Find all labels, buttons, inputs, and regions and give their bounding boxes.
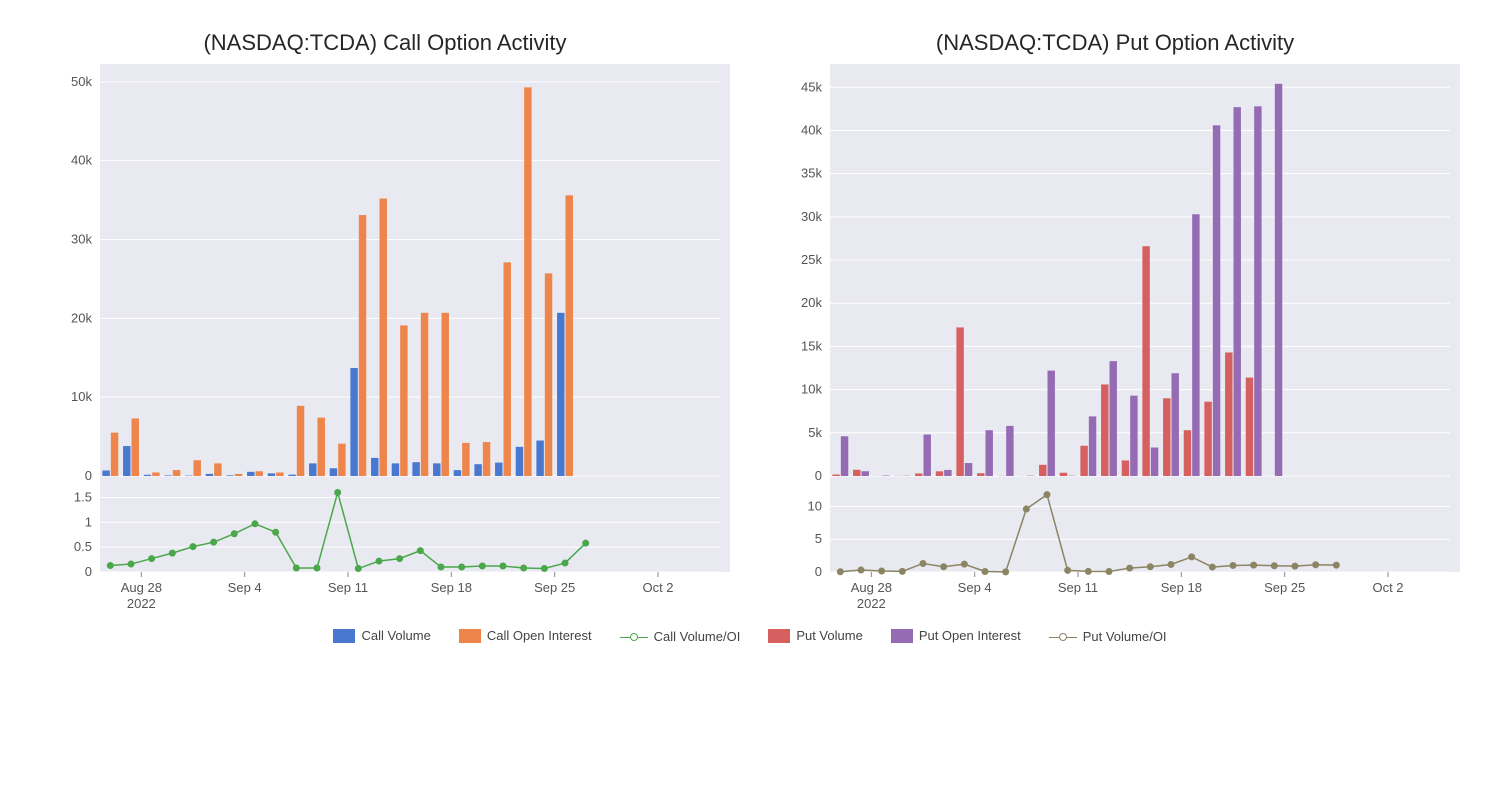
svg-text:0: 0 (815, 564, 822, 579)
legend-swatch (1049, 631, 1077, 643)
svg-text:15k: 15k (801, 338, 822, 353)
legend-item: Put Volume/OI (1049, 629, 1167, 644)
svg-text:Aug 28: Aug 28 (851, 580, 892, 595)
legend-item: Put Open Interest (891, 628, 1021, 643)
svg-text:30k: 30k (801, 209, 822, 224)
right-ratio-panel: 0 5 10 Aug 28 Sep 4 Sep 11 Sep 18 Sep 25 Oct 2 20… (770, 484, 1460, 614)
svg-text:30k: 30k (71, 231, 92, 246)
legend-swatch (620, 631, 648, 643)
svg-text:Oct 2: Oct 2 (1372, 580, 1403, 595)
svg-text:10: 10 (808, 498, 822, 513)
legend: Call Volume Call Open Interest Call Volume… (40, 614, 1460, 646)
svg-text:40k: 40k (801, 122, 822, 137)
legend-label: Put Volume (796, 628, 863, 643)
svg-text:1: 1 (85, 514, 92, 529)
svg-text:Sep 18: Sep 18 (431, 580, 472, 595)
legend-item: Call Volume/OI (620, 629, 741, 644)
legend-label: Call Volume/OI (654, 629, 741, 644)
svg-text:10k: 10k (801, 382, 822, 397)
svg-text:0.5: 0.5 (74, 539, 92, 554)
svg-text:2022: 2022 (127, 596, 156, 611)
legend-item: Call Open Interest (459, 628, 592, 643)
svg-text:Sep 25: Sep 25 (534, 580, 575, 595)
svg-text:Aug 28: Aug 28 (121, 580, 162, 595)
svg-text:5: 5 (815, 531, 822, 546)
right-title: (NASDAQ:TCDA) Put Option Activity (770, 30, 1460, 56)
svg-text:25k: 25k (801, 252, 822, 267)
svg-text:Sep 11: Sep 11 (1058, 580, 1098, 595)
legend-item: Call Volume (333, 628, 430, 643)
svg-text:40k: 40k (71, 153, 92, 168)
svg-text:45k: 45k (801, 79, 822, 94)
legend-swatch (891, 629, 913, 643)
legend-swatch (768, 629, 790, 643)
legend-label: Put Open Interest (919, 628, 1021, 643)
svg-text:Sep 4: Sep 4 (958, 580, 992, 595)
left-ratio-panel: 0 0.5 1 1.5 Aug 28 Sep 4 Sep 11 Sep 18 Sep 25 Oct… (40, 484, 730, 614)
svg-text:5k: 5k (808, 425, 822, 440)
legend-label: Call Volume (361, 628, 430, 643)
svg-text:0: 0 (815, 468, 822, 483)
svg-text:20k: 20k (801, 295, 822, 310)
legend-label: Put Volume/OI (1083, 629, 1167, 644)
svg-text:1.5: 1.5 (74, 489, 92, 504)
legend-swatch (333, 629, 355, 643)
svg-text:Sep 4: Sep 4 (228, 580, 262, 595)
svg-text:10k: 10k (71, 389, 92, 404)
svg-text:Sep 18: Sep 18 (1161, 580, 1202, 595)
left-title: (NASDAQ:TCDA) Call Option Activity (40, 30, 730, 56)
svg-text:Oct 2: Oct 2 (642, 580, 673, 595)
svg-text:20k: 20k (71, 310, 92, 325)
svg-text:Sep 11: Sep 11 (328, 580, 368, 595)
svg-text:0: 0 (85, 468, 92, 483)
chart-grid: (NASDAQ:TCDA) Call Option Activity (NASD… (0, 0, 1500, 646)
svg-text:2022: 2022 (857, 596, 886, 611)
svg-text:Sep 25: Sep 25 (1264, 580, 1305, 595)
svg-text:0: 0 (85, 564, 92, 579)
right-main-panel: 0 5k 10k 15k 20k 25k 30k 35k 40k 45k (770, 64, 1460, 484)
svg-text:50k: 50k (71, 74, 92, 89)
legend-item: Put Volume (768, 628, 863, 643)
legend-label: Call Open Interest (487, 628, 592, 643)
legend-swatch (459, 629, 481, 643)
svg-text:35k: 35k (801, 166, 822, 181)
left-main-panel: 0 10k 20k 30k 40k 50k (40, 64, 730, 484)
